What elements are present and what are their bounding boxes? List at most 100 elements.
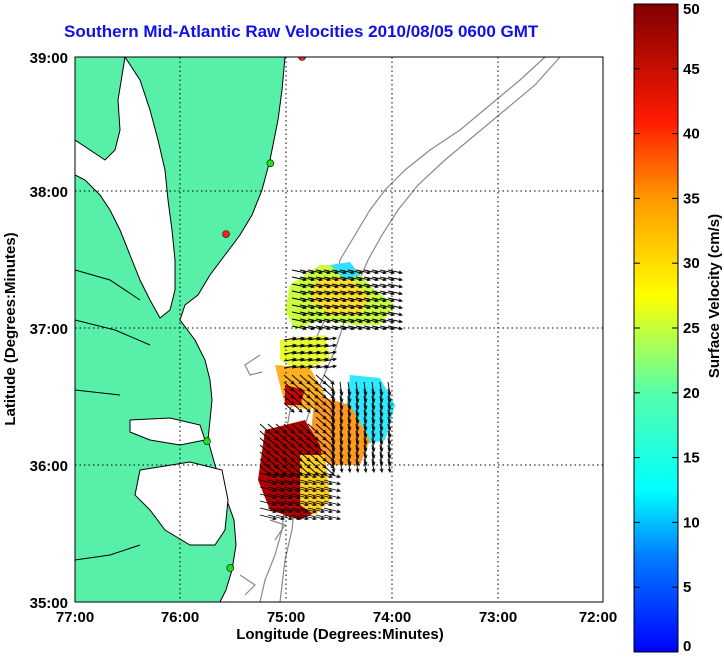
velocity-arrow bbox=[259, 507, 278, 514]
velocity-arrow bbox=[267, 493, 286, 500]
velocity-arrow bbox=[267, 507, 286, 514]
velocity-arrow bbox=[315, 479, 334, 486]
velocity-arrow bbox=[371, 297, 388, 303]
velocity-arrow bbox=[299, 269, 316, 275]
velocity-arrow bbox=[347, 297, 364, 303]
velocity-arrow bbox=[275, 507, 294, 514]
velocity-arrow bbox=[275, 493, 294, 500]
velocity-arrow bbox=[315, 500, 334, 507]
velocity-arrow bbox=[331, 290, 348, 296]
velocity-arrow bbox=[307, 514, 326, 521]
velocity-arrow bbox=[371, 276, 388, 282]
velocity-arrow bbox=[283, 500, 302, 507]
velocity-arrow bbox=[291, 402, 303, 413]
velocity-arrow bbox=[299, 297, 316, 303]
velocity-arrow bbox=[371, 318, 388, 324]
velocity-arrow bbox=[363, 325, 380, 331]
y-tick-label: 35:00 bbox=[30, 595, 68, 612]
colorbar-tick-label: 30 bbox=[683, 255, 700, 272]
velocity-arrow bbox=[291, 514, 310, 521]
velocity-arrow bbox=[347, 290, 364, 296]
velocity-arrow bbox=[363, 458, 368, 474]
velocity-arrow bbox=[347, 318, 364, 324]
x-tick-label: 76:00 bbox=[161, 609, 199, 626]
velocity-arrow bbox=[299, 290, 316, 296]
velocity-arrow bbox=[387, 311, 404, 317]
velocity-arrow bbox=[299, 402, 311, 413]
velocity-arrow bbox=[299, 283, 316, 289]
y-axis-title: Latitude (Degrees:Minutes) bbox=[2, 232, 19, 425]
velocity-arrow bbox=[339, 283, 356, 289]
velocity-arrow bbox=[299, 325, 316, 331]
velocity-arrow bbox=[355, 297, 372, 303]
velocity-arrow bbox=[339, 290, 356, 296]
velocity-arrow bbox=[331, 325, 348, 331]
velocity-arrow bbox=[307, 479, 326, 486]
velocity-arrow bbox=[347, 283, 364, 289]
radar-station-marker bbox=[222, 230, 230, 238]
velocity-arrow bbox=[307, 311, 324, 317]
velocity-arrow bbox=[275, 472, 294, 479]
velocity-arrow bbox=[283, 493, 302, 500]
velocity-arrow bbox=[315, 311, 332, 317]
velocity-arrow bbox=[291, 500, 310, 507]
velocity-arrow bbox=[267, 472, 286, 479]
colorbar-tick-label: 10 bbox=[683, 514, 700, 531]
velocity-arrow bbox=[355, 318, 372, 324]
velocity-arrow bbox=[323, 269, 340, 275]
velocity-arrow bbox=[331, 283, 348, 289]
velocity-arrow bbox=[323, 283, 340, 289]
velocity-arrow bbox=[307, 304, 324, 310]
velocity-arrow bbox=[307, 486, 326, 493]
velocity-arrow bbox=[387, 458, 392, 474]
velocity-arrow bbox=[315, 318, 332, 324]
velocity-arrow bbox=[347, 311, 364, 317]
velocity-arrow bbox=[275, 486, 294, 493]
velocity-arrow bbox=[307, 493, 326, 500]
colorbar-tick-label: 15 bbox=[683, 450, 700, 467]
velocity-arrow bbox=[291, 276, 308, 282]
velocity-arrow bbox=[339, 304, 356, 310]
velocity-arrow bbox=[299, 500, 318, 507]
velocity-arrow bbox=[283, 507, 302, 514]
velocity-arrow bbox=[299, 311, 316, 317]
x-tick-label: 73:00 bbox=[479, 609, 517, 626]
velocity-arrow bbox=[307, 283, 324, 289]
x-axis-title: Longitude (Degrees:Minutes) bbox=[236, 626, 444, 643]
velocity-arrow bbox=[315, 276, 332, 282]
velocity-arrow bbox=[299, 318, 316, 324]
velocity-arrow bbox=[291, 283, 308, 289]
velocity-arrow bbox=[363, 290, 380, 296]
velocity-arrow bbox=[363, 276, 380, 282]
velocity-arrow bbox=[307, 297, 324, 303]
velocity-arrow bbox=[259, 486, 278, 493]
velocity-arrow bbox=[323, 357, 338, 362]
velocity-arrow bbox=[299, 276, 316, 282]
velocity-arrow bbox=[283, 479, 302, 486]
velocity-arrow bbox=[323, 479, 342, 486]
velocity-arrow bbox=[355, 269, 372, 275]
velocity-arrow bbox=[355, 290, 372, 296]
velocity-arrow bbox=[355, 311, 372, 317]
velocity-arrow bbox=[339, 269, 356, 275]
velocity-arrow bbox=[371, 269, 388, 275]
chesapeake-bay bbox=[75, 57, 176, 319]
velocity-arrow bbox=[339, 311, 356, 317]
velocity-arrow bbox=[355, 304, 372, 310]
velocity-arrow bbox=[267, 514, 286, 521]
velocity-arrow bbox=[307, 472, 326, 479]
velocity-arrow bbox=[283, 472, 302, 479]
velocity-arrow bbox=[363, 269, 380, 275]
y-tick-label: 37:00 bbox=[30, 321, 68, 338]
velocity-arrow bbox=[267, 479, 286, 486]
velocity-arrow bbox=[355, 458, 360, 474]
velocity-arrow bbox=[315, 472, 334, 479]
velocity-arrow bbox=[259, 500, 278, 507]
velocity-arrow bbox=[323, 364, 338, 369]
velocity-arrow bbox=[291, 472, 310, 479]
x-tick-label: 72:00 bbox=[579, 609, 617, 626]
velocity-arrow bbox=[331, 318, 348, 324]
velocity-arrow bbox=[291, 290, 308, 296]
velocity-arrow bbox=[275, 514, 294, 521]
velocity-arrow bbox=[387, 297, 404, 303]
